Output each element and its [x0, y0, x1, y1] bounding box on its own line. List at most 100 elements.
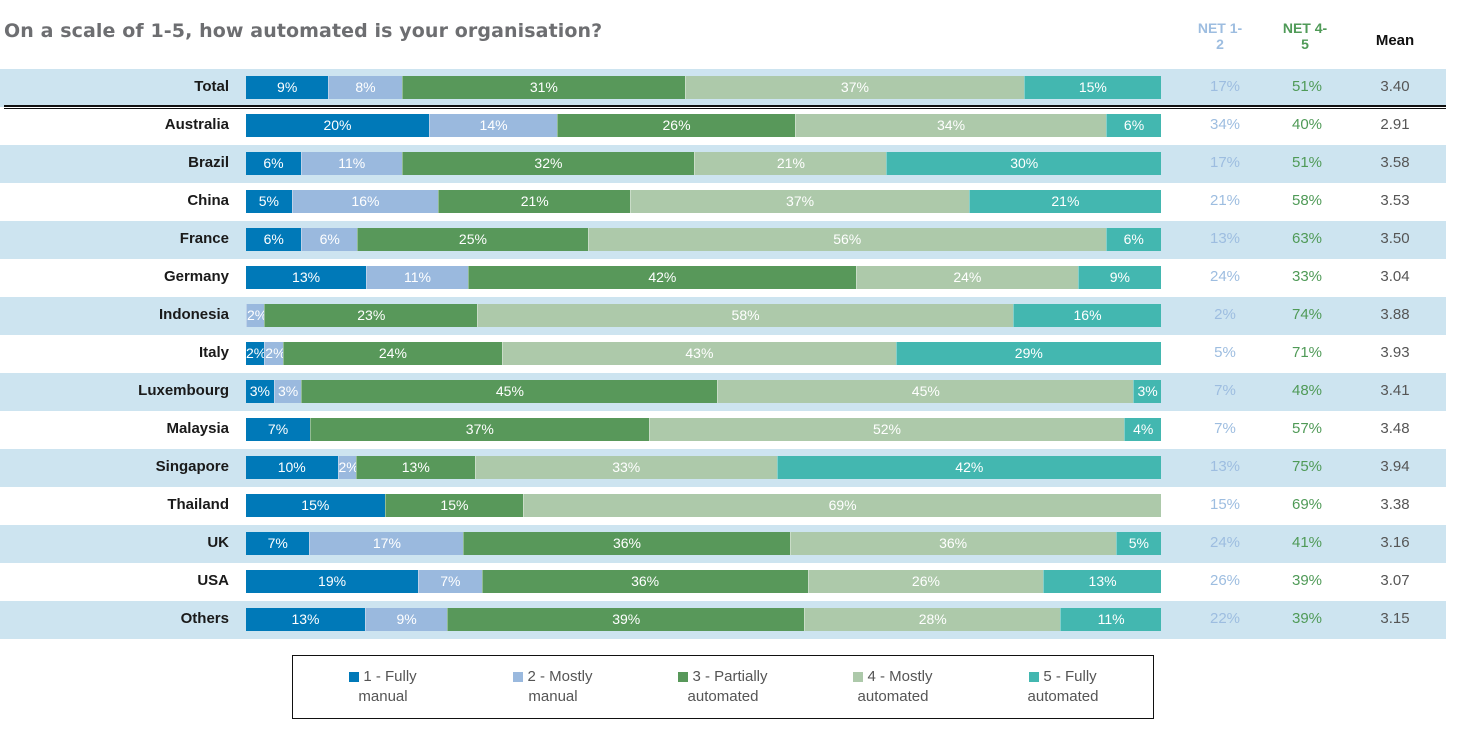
- chart-row: Thailand 15% 15% 69% 15% 69% 3.38: [0, 487, 1446, 525]
- net-4-5-header-line1: NET 4-: [1282, 20, 1328, 36]
- net-1-2-value: 13%: [1209, 458, 1241, 475]
- bar-data-label: 7%: [440, 573, 461, 589]
- bar-data-label: 7%: [267, 535, 288, 551]
- net-4-5-value: 48%: [1291, 382, 1323, 399]
- legend-item-line1: 3 - Partially: [678, 667, 768, 687]
- bar-data-label: 4%: [1133, 421, 1154, 437]
- bar-data-label: 17%: [372, 535, 401, 551]
- category-label: Total: [194, 78, 229, 95]
- mean-value: 3.94: [1380, 458, 1410, 475]
- bar-segment-level-5: 4%: [1124, 418, 1161, 441]
- category-label: Indonesia: [158, 306, 229, 323]
- bar-segment-level-1: 9%: [246, 76, 329, 99]
- bar-data-label: 14%: [479, 117, 508, 133]
- legend-swatch-icon: [513, 672, 524, 682]
- bar-data-label: 69%: [828, 497, 857, 513]
- mean-value: 3.88: [1380, 306, 1410, 323]
- bar-data-label: 15%: [1078, 79, 1107, 95]
- bar-data-label: 19%: [318, 573, 347, 589]
- legend-item: 4 - Mostly automated: [808, 667, 978, 707]
- bar-data-label: 3%: [249, 383, 270, 399]
- bar-segment-level-5: 15%: [1023, 76, 1161, 99]
- bar-segment-level-5: 21%: [968, 190, 1161, 213]
- bar-segment-level-5: 42%: [776, 456, 1161, 479]
- stacked-bar: 7% 17% 36% 36% 5%: [246, 532, 1161, 555]
- bar-data-label: 36%: [612, 535, 641, 551]
- category-label: Australia: [164, 116, 229, 133]
- bar-segment-level-3: 31%: [401, 76, 686, 99]
- bar-data-label: 52%: [872, 421, 901, 437]
- bar-segment-level-3: 42%: [467, 266, 856, 289]
- category-label: Thailand: [167, 496, 229, 513]
- bar-data-label: 29%: [1014, 345, 1043, 361]
- net-1-2-value: 24%: [1209, 534, 1241, 551]
- bar-data-label: 24%: [378, 345, 407, 361]
- bar-data-label: 20%: [323, 117, 352, 133]
- legend-swatch-icon: [853, 672, 864, 682]
- mean-value: 3.93: [1380, 344, 1410, 361]
- bar-segment-level-5: 11%: [1060, 608, 1161, 631]
- chart-row: Luxembourg 3% 3% 45% 45% 3% 7% 48% 3.41: [0, 373, 1446, 411]
- net-4-5-value: 74%: [1291, 306, 1323, 323]
- net-1-2-header-line1: NET 1-: [1197, 20, 1243, 36]
- bar-data-label: 9%: [277, 79, 298, 95]
- stacked-bar: 2% 23% 58% 16%: [246, 304, 1161, 327]
- mean-value: 3.53: [1380, 192, 1410, 209]
- net-1-2-value: 2%: [1214, 306, 1236, 323]
- net-1-2-value: 26%: [1209, 572, 1241, 589]
- bar-segment-level-2: 2%: [246, 304, 267, 327]
- stacked-bar: 10% 2% 13% 33% 42%: [246, 456, 1161, 479]
- bar-data-label: 56%: [833, 231, 862, 247]
- net-1-2-value: 13%: [1209, 230, 1241, 247]
- bar-segment-level-4: 28%: [804, 608, 1061, 631]
- bar-data-label: 6%: [263, 231, 284, 247]
- bar-data-label: 9%: [396, 611, 417, 627]
- bar-data-label: 13%: [1088, 573, 1117, 589]
- chart-row: Malaysia 7% 37% 52% 4% 7% 57% 3.48: [0, 411, 1446, 449]
- chart-row: Italy 2% 2% 24% 43% 29% 5% 71% 3.93: [0, 335, 1446, 373]
- bar-segment-level-1: 6%: [246, 228, 302, 251]
- stacked-bar: 13% 11% 42% 24% 9%: [246, 266, 1161, 289]
- bar-segment-level-1: 7%: [246, 532, 310, 555]
- bar-data-label: 2%: [246, 345, 267, 361]
- chart-row: USA 19% 7% 36% 26% 13% 26% 39% 3.07: [0, 563, 1446, 601]
- bar-data-label: 21%: [520, 193, 549, 209]
- chart-row: Germany 13% 11% 42% 24% 9% 24% 33% 3.04: [0, 259, 1446, 297]
- stacked-bar: 19% 7% 36% 26% 13%: [246, 570, 1161, 593]
- bar-data-label: 2%: [265, 345, 286, 361]
- total-divider-line: [4, 105, 1446, 109]
- legend-swatch-icon: [1029, 672, 1040, 682]
- bar-segment-level-3: 26%: [557, 114, 795, 137]
- net-1-2-value: 34%: [1209, 116, 1241, 133]
- mean-value: 3.41: [1380, 382, 1410, 399]
- bar-segment-level-5: 9%: [1077, 266, 1161, 289]
- bar-segment-level-4: 26%: [807, 570, 1044, 593]
- category-label: Italy: [198, 344, 229, 361]
- bar-segment-level-3: 39%: [447, 608, 805, 631]
- chart-row: Total 9% 8% 31% 37% 15% 17% 51% 3.40: [0, 69, 1446, 107]
- bar-segment-level-4: 58%: [477, 304, 1014, 327]
- stacked-bar: 20% 14% 26% 34% 6%: [246, 114, 1161, 137]
- bar-data-label: 24%: [953, 269, 982, 285]
- net-4-5-value: 40%: [1291, 116, 1323, 133]
- bar-data-label: 13%: [292, 269, 321, 285]
- mean-value: 3.38: [1380, 496, 1410, 513]
- category-label: Singapore: [155, 458, 229, 475]
- bar-segment-level-3: 37%: [310, 418, 649, 441]
- net-4-5-value: 51%: [1291, 78, 1323, 95]
- bar-data-label: 21%: [776, 155, 805, 171]
- bar-data-label: 28%: [918, 611, 947, 627]
- category-label: China: [187, 192, 229, 209]
- bar-segment-level-4: 33%: [474, 456, 777, 479]
- bar-data-label: 13%: [291, 611, 320, 627]
- bar-data-label: 15%: [301, 497, 330, 513]
- legend-label: 5 - Fully: [1043, 668, 1097, 685]
- bar-segment-level-3: 23%: [264, 304, 478, 327]
- bar-segment-level-5: 3%: [1133, 380, 1161, 403]
- bar-data-label: 45%: [911, 383, 940, 399]
- net-4-5-value: 71%: [1291, 344, 1323, 361]
- bar-segment-level-2: 9%: [364, 608, 448, 631]
- bar-segment-level-2: 7%: [418, 570, 482, 593]
- bar-data-label: 6%: [319, 231, 340, 247]
- bar-data-label: 37%: [786, 193, 815, 209]
